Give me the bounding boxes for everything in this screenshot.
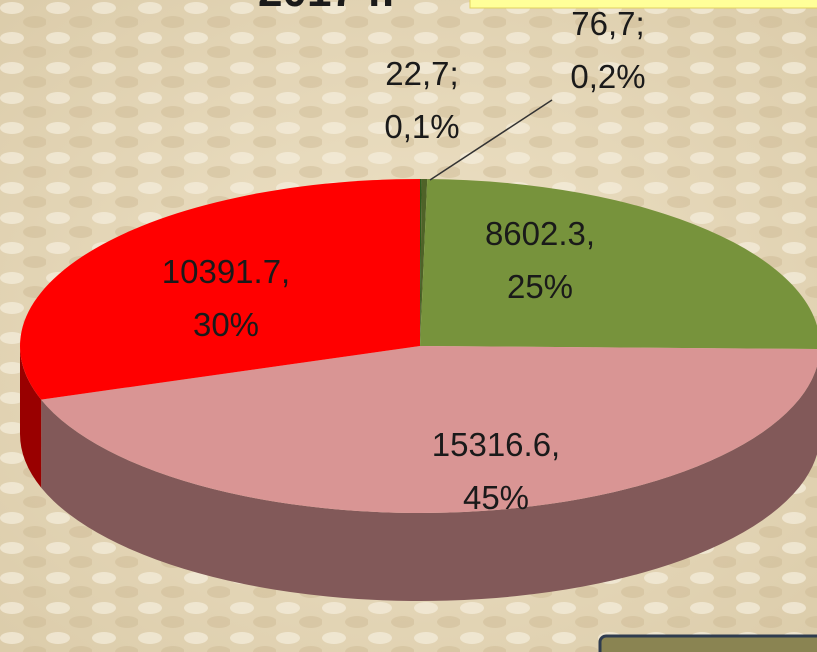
data-label: 0,2% [570,58,645,95]
data-label: 22,7; [385,55,458,92]
data-label: 10391.7, [162,253,290,290]
slice [41,346,817,513]
slice [420,179,428,346]
data-label: 15316.6, [432,426,560,463]
pie: 22,7; 0,1% 76,7; 0,2% 8602.3, 25% 15316.6, 45% 1… [20,5,817,601]
data-label: 0,1% [384,108,459,145]
slice [20,179,421,400]
data-label: 8602.3, [485,215,595,252]
slice-side [20,346,42,488]
data-label: 30% [193,306,259,343]
header-box [469,0,817,9]
leader-line [429,99,553,181]
footer-box [598,634,817,652]
data-label: 76,7; [571,5,644,42]
data-label: 45% [463,479,529,516]
data-label: 25% [507,268,573,305]
slice-side [41,366,817,601]
chart-title: 2017 г. [258,0,394,16]
slice [420,179,422,346]
slice [420,179,817,350]
